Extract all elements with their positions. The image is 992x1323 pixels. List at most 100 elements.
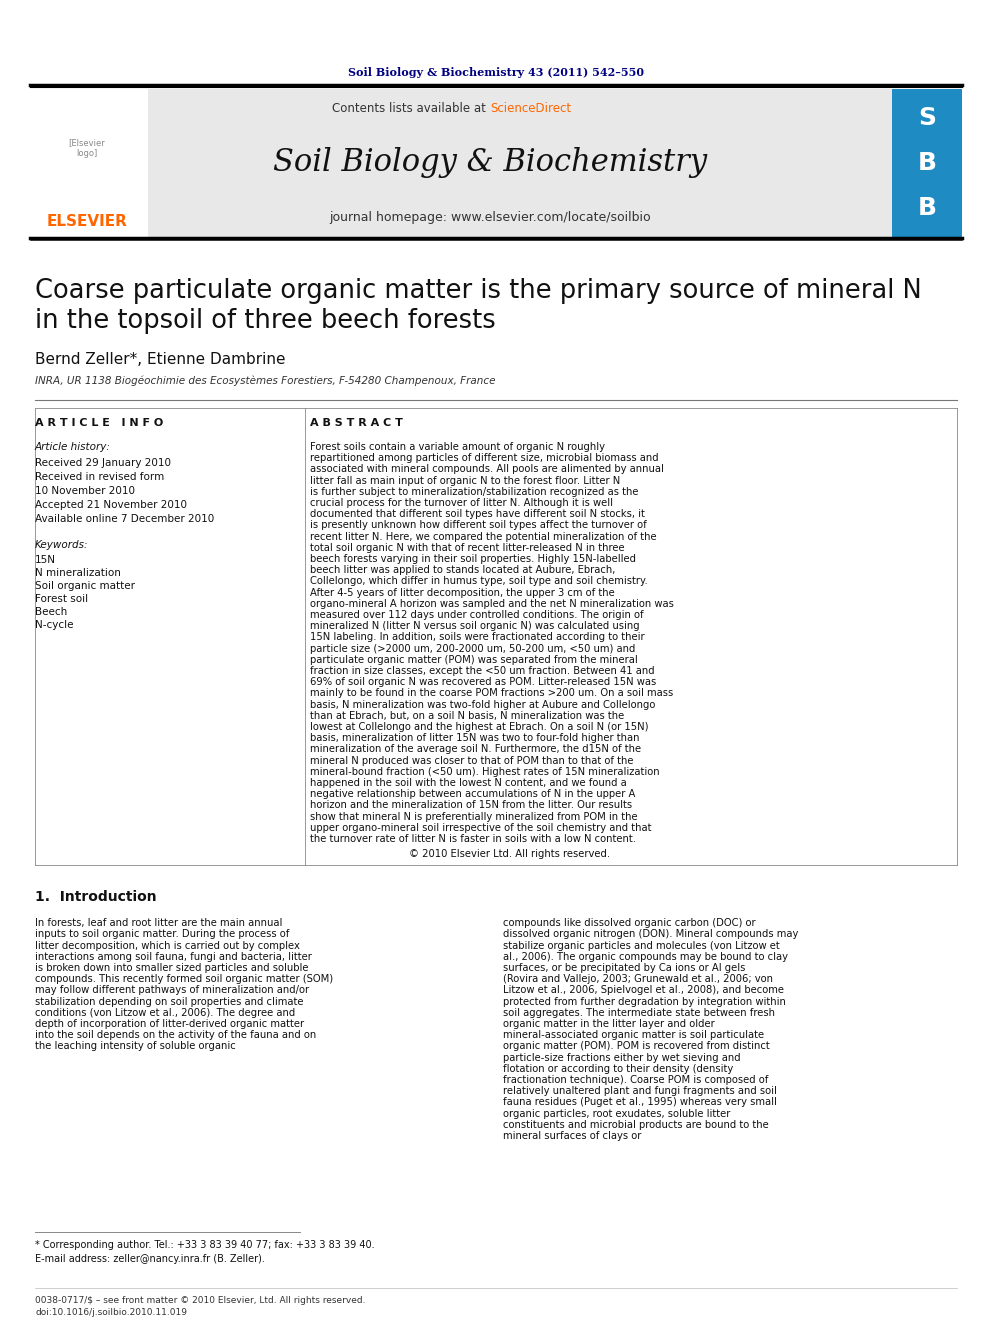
Text: mainly to be found in the coarse POM fractions >200 um. On a soil mass: mainly to be found in the coarse POM fra… [310,688,674,699]
Text: show that mineral N is preferentially mineralized from POM in the: show that mineral N is preferentially mi… [310,811,638,822]
Text: recent litter N. Here, we compared the potential mineralization of the: recent litter N. Here, we compared the p… [310,532,657,541]
Text: (Rovira and Vallejo, 2003; Grunewald et al., 2006; von: (Rovira and Vallejo, 2003; Grunewald et … [503,974,773,984]
Text: is broken down into smaller sized particles and soluble: is broken down into smaller sized partic… [35,963,309,972]
Text: surfaces, or be precipitated by Ca ions or Al gels: surfaces, or be precipitated by Ca ions … [503,963,745,972]
Text: [Elsevier
logo]: [Elsevier logo] [68,139,105,157]
Text: interactions among soil fauna, fungi and bacteria, litter: interactions among soil fauna, fungi and… [35,951,311,962]
Text: stabilization depending on soil properties and climate: stabilization depending on soil properti… [35,996,304,1007]
Text: E-mail address: zeller@nancy.inra.fr (B. Zeller).: E-mail address: zeller@nancy.inra.fr (B.… [35,1254,265,1263]
Text: measured over 112 days under controlled conditions. The origin of: measured over 112 days under controlled … [310,610,644,620]
Text: After 4-5 years of litter decomposition, the upper 3 cm of the: After 4-5 years of litter decomposition,… [310,587,615,598]
Text: In forests, leaf and root litter are the main annual: In forests, leaf and root litter are the… [35,918,283,929]
Text: Received 29 January 2010: Received 29 January 2010 [35,458,171,468]
Text: organic matter in the litter layer and older: organic matter in the litter layer and o… [503,1019,715,1029]
Text: N mineralization: N mineralization [35,568,121,578]
Text: relatively unaltered plant and fungi fragments and soil: relatively unaltered plant and fungi fra… [503,1086,777,1097]
Text: depth of incorporation of litter-derived organic matter: depth of incorporation of litter-derived… [35,1019,305,1029]
Text: beech litter was applied to stands located at Aubure, Ebrach,: beech litter was applied to stands locat… [310,565,615,576]
Text: 10 November 2010: 10 November 2010 [35,486,135,496]
Text: dissolved organic nitrogen (DON). Mineral compounds may: dissolved organic nitrogen (DON). Minera… [503,929,799,939]
Text: may follow different pathways of mineralization and/or: may follow different pathways of mineral… [35,986,310,995]
Text: soil aggregates. The intermediate state between fresh: soil aggregates. The intermediate state … [503,1008,775,1017]
Text: 1.  Introduction: 1. Introduction [35,890,157,904]
Text: ELSEVIER: ELSEVIER [47,214,127,229]
Text: associated with mineral compounds. All pools are alimented by annual: associated with mineral compounds. All p… [310,464,664,475]
Text: organo-mineral A horizon was sampled and the net N mineralization was: organo-mineral A horizon was sampled and… [310,599,674,609]
Text: into the soil depends on the activity of the fauna and on: into the soil depends on the activity of… [35,1031,316,1040]
Text: A R T I C L E   I N F O: A R T I C L E I N F O [35,418,164,429]
Text: Collelongo, which differ in humus type, soil type and soil chemistry.: Collelongo, which differ in humus type, … [310,577,648,586]
Text: organic particles, root exudates, soluble litter: organic particles, root exudates, solubl… [503,1109,730,1119]
Text: 15N: 15N [35,556,56,565]
FancyBboxPatch shape [30,89,148,237]
Text: S: S [918,106,936,130]
Text: mineralized N (litter N versus soil organic N) was calculated using: mineralized N (litter N versus soil orga… [310,622,640,631]
Text: Keywords:: Keywords: [35,540,88,550]
Text: the leaching intensity of soluble organic: the leaching intensity of soluble organi… [35,1041,236,1052]
Text: basis, mineralization of litter 15N was two to four-fold higher than: basis, mineralization of litter 15N was … [310,733,640,744]
Text: Received in revised form: Received in revised form [35,472,165,482]
Text: Soil organic matter: Soil organic matter [35,581,135,591]
FancyBboxPatch shape [892,89,962,237]
Text: doi:10.1016/j.soilbio.2010.11.019: doi:10.1016/j.soilbio.2010.11.019 [35,1308,187,1316]
Text: particulate organic matter (POM) was separated from the mineral: particulate organic matter (POM) was sep… [310,655,638,664]
Text: is further subject to mineralization/stabilization recognized as the: is further subject to mineralization/sta… [310,487,639,497]
Text: A B S T R A C T: A B S T R A C T [310,418,403,429]
Text: Contents lists available at: Contents lists available at [332,102,490,115]
Text: 69% of soil organic N was recovered as POM. Litter-released 15N was: 69% of soil organic N was recovered as P… [310,677,657,687]
Text: compounds like dissolved organic carbon (DOC) or: compounds like dissolved organic carbon … [503,918,756,929]
Text: journal homepage: www.elsevier.com/locate/soilbio: journal homepage: www.elsevier.com/locat… [329,212,651,225]
Text: beech forests varying in their soil properties. Highly 15N-labelled: beech forests varying in their soil prop… [310,554,636,564]
Text: basis, N mineralization was two-fold higher at Aubure and Collelongo: basis, N mineralization was two-fold hig… [310,700,656,709]
Text: flotation or according to their density (density: flotation or according to their density … [503,1064,733,1074]
Text: is presently unknown how different soil types affect the turnover of: is presently unknown how different soil … [310,520,647,531]
Text: mineralization of the average soil N. Furthermore, the d15N of the: mineralization of the average soil N. Fu… [310,745,641,754]
Text: Coarse particulate organic matter is the primary source of mineral N
in the tops: Coarse particulate organic matter is the… [35,278,922,333]
Text: fractionation technique). Coarse POM is composed of: fractionation technique). Coarse POM is … [503,1076,769,1085]
Text: INRA, UR 1138 Biogéochimie des Ecosystèmes Forestiers, F-54280 Champenoux, Franc: INRA, UR 1138 Biogéochimie des Ecosystèm… [35,376,495,386]
Text: * Corresponding author. Tel.: +33 3 83 39 40 77; fax: +33 3 83 39 40.: * Corresponding author. Tel.: +33 3 83 3… [35,1240,375,1250]
Text: constituents and microbial products are bound to the: constituents and microbial products are … [503,1119,769,1130]
Text: Litzow et al., 2006, Spielvogel et al., 2008), and become: Litzow et al., 2006, Spielvogel et al., … [503,986,784,995]
Text: compounds. This recently formed soil organic matter (SOM): compounds. This recently formed soil org… [35,974,333,984]
Text: mineral-bound fraction (<50 um). Highest rates of 15N mineralization: mineral-bound fraction (<50 um). Highest… [310,767,660,777]
Text: particle size (>2000 um, 200-2000 um, 50-200 um, <50 um) and: particle size (>2000 um, 200-2000 um, 50… [310,643,635,654]
Text: Forest soils contain a variable amount of organic N roughly: Forest soils contain a variable amount o… [310,442,605,452]
Text: lowest at Collelongo and the highest at Ebrach. On a soil N (or 15N): lowest at Collelongo and the highest at … [310,722,649,732]
Text: fraction in size classes, except the <50 um fraction. Between 41 and: fraction in size classes, except the <50… [310,665,655,676]
Text: particle-size fractions either by wet sieving and: particle-size fractions either by wet si… [503,1053,741,1062]
Text: horizon and the mineralization of 15N from the litter. Our results: horizon and the mineralization of 15N fr… [310,800,632,811]
Text: © 2010 Elsevier Ltd. All rights reserved.: © 2010 Elsevier Ltd. All rights reserved… [409,849,610,859]
Text: protected from further degradation by integration within: protected from further degradation by in… [503,996,786,1007]
Text: B: B [918,151,936,175]
Text: Bernd Zeller*, Etienne Dambrine: Bernd Zeller*, Etienne Dambrine [35,352,286,366]
Text: mineral-associated organic matter is soil particulate: mineral-associated organic matter is soi… [503,1031,764,1040]
Text: Article history:: Article history: [35,442,111,452]
Text: litter decomposition, which is carried out by complex: litter decomposition, which is carried o… [35,941,300,951]
Text: Soil Biology & Biochemistry 43 (2011) 542–550: Soil Biology & Biochemistry 43 (2011) 54… [348,66,644,78]
Text: litter fall as main input of organic N to the forest floor. Litter N: litter fall as main input of organic N t… [310,475,620,486]
FancyBboxPatch shape [30,89,892,237]
Text: ScienceDirect: ScienceDirect [490,102,571,115]
Text: documented that different soil types have different soil N stocks, it: documented that different soil types hav… [310,509,645,519]
Text: Forest soil: Forest soil [35,594,88,605]
Text: happened in the soil with the lowest N content, and we found a: happened in the soil with the lowest N c… [310,778,627,789]
Text: 0038-0717/$ – see front matter © 2010 Elsevier, Ltd. All rights reserved.: 0038-0717/$ – see front matter © 2010 El… [35,1297,365,1304]
Text: N-cycle: N-cycle [35,620,73,630]
Text: repartitioned among particles of different size, microbial biomass and: repartitioned among particles of differe… [310,454,659,463]
Text: 15N labeling. In addition, soils were fractionated according to their: 15N labeling. In addition, soils were fr… [310,632,645,643]
Text: Soil Biology & Biochemistry: Soil Biology & Biochemistry [273,147,707,179]
Text: organic matter (POM). POM is recovered from distinct: organic matter (POM). POM is recovered f… [503,1041,770,1052]
Text: inputs to soil organic matter. During the process of: inputs to soil organic matter. During th… [35,929,290,939]
Text: al., 2006). The organic compounds may be bound to clay: al., 2006). The organic compounds may be… [503,951,788,962]
Text: Accepted 21 November 2010: Accepted 21 November 2010 [35,500,187,509]
Text: B: B [918,196,936,220]
Text: Beech: Beech [35,607,67,617]
Text: total soil organic N with that of recent litter-released N in three: total soil organic N with that of recent… [310,542,625,553]
Text: mineral surfaces of clays or: mineral surfaces of clays or [503,1131,642,1140]
Text: Available online 7 December 2010: Available online 7 December 2010 [35,515,214,524]
Text: the turnover rate of litter N is faster in soils with a low N content.: the turnover rate of litter N is faster … [310,833,636,844]
Text: conditions (von Litzow et al., 2006). The degree and: conditions (von Litzow et al., 2006). Th… [35,1008,296,1017]
Text: fauna residues (Puget et al., 1995) whereas very small: fauna residues (Puget et al., 1995) wher… [503,1097,777,1107]
Text: than at Ebrach, but, on a soil N basis, N mineralization was the: than at Ebrach, but, on a soil N basis, … [310,710,624,721]
